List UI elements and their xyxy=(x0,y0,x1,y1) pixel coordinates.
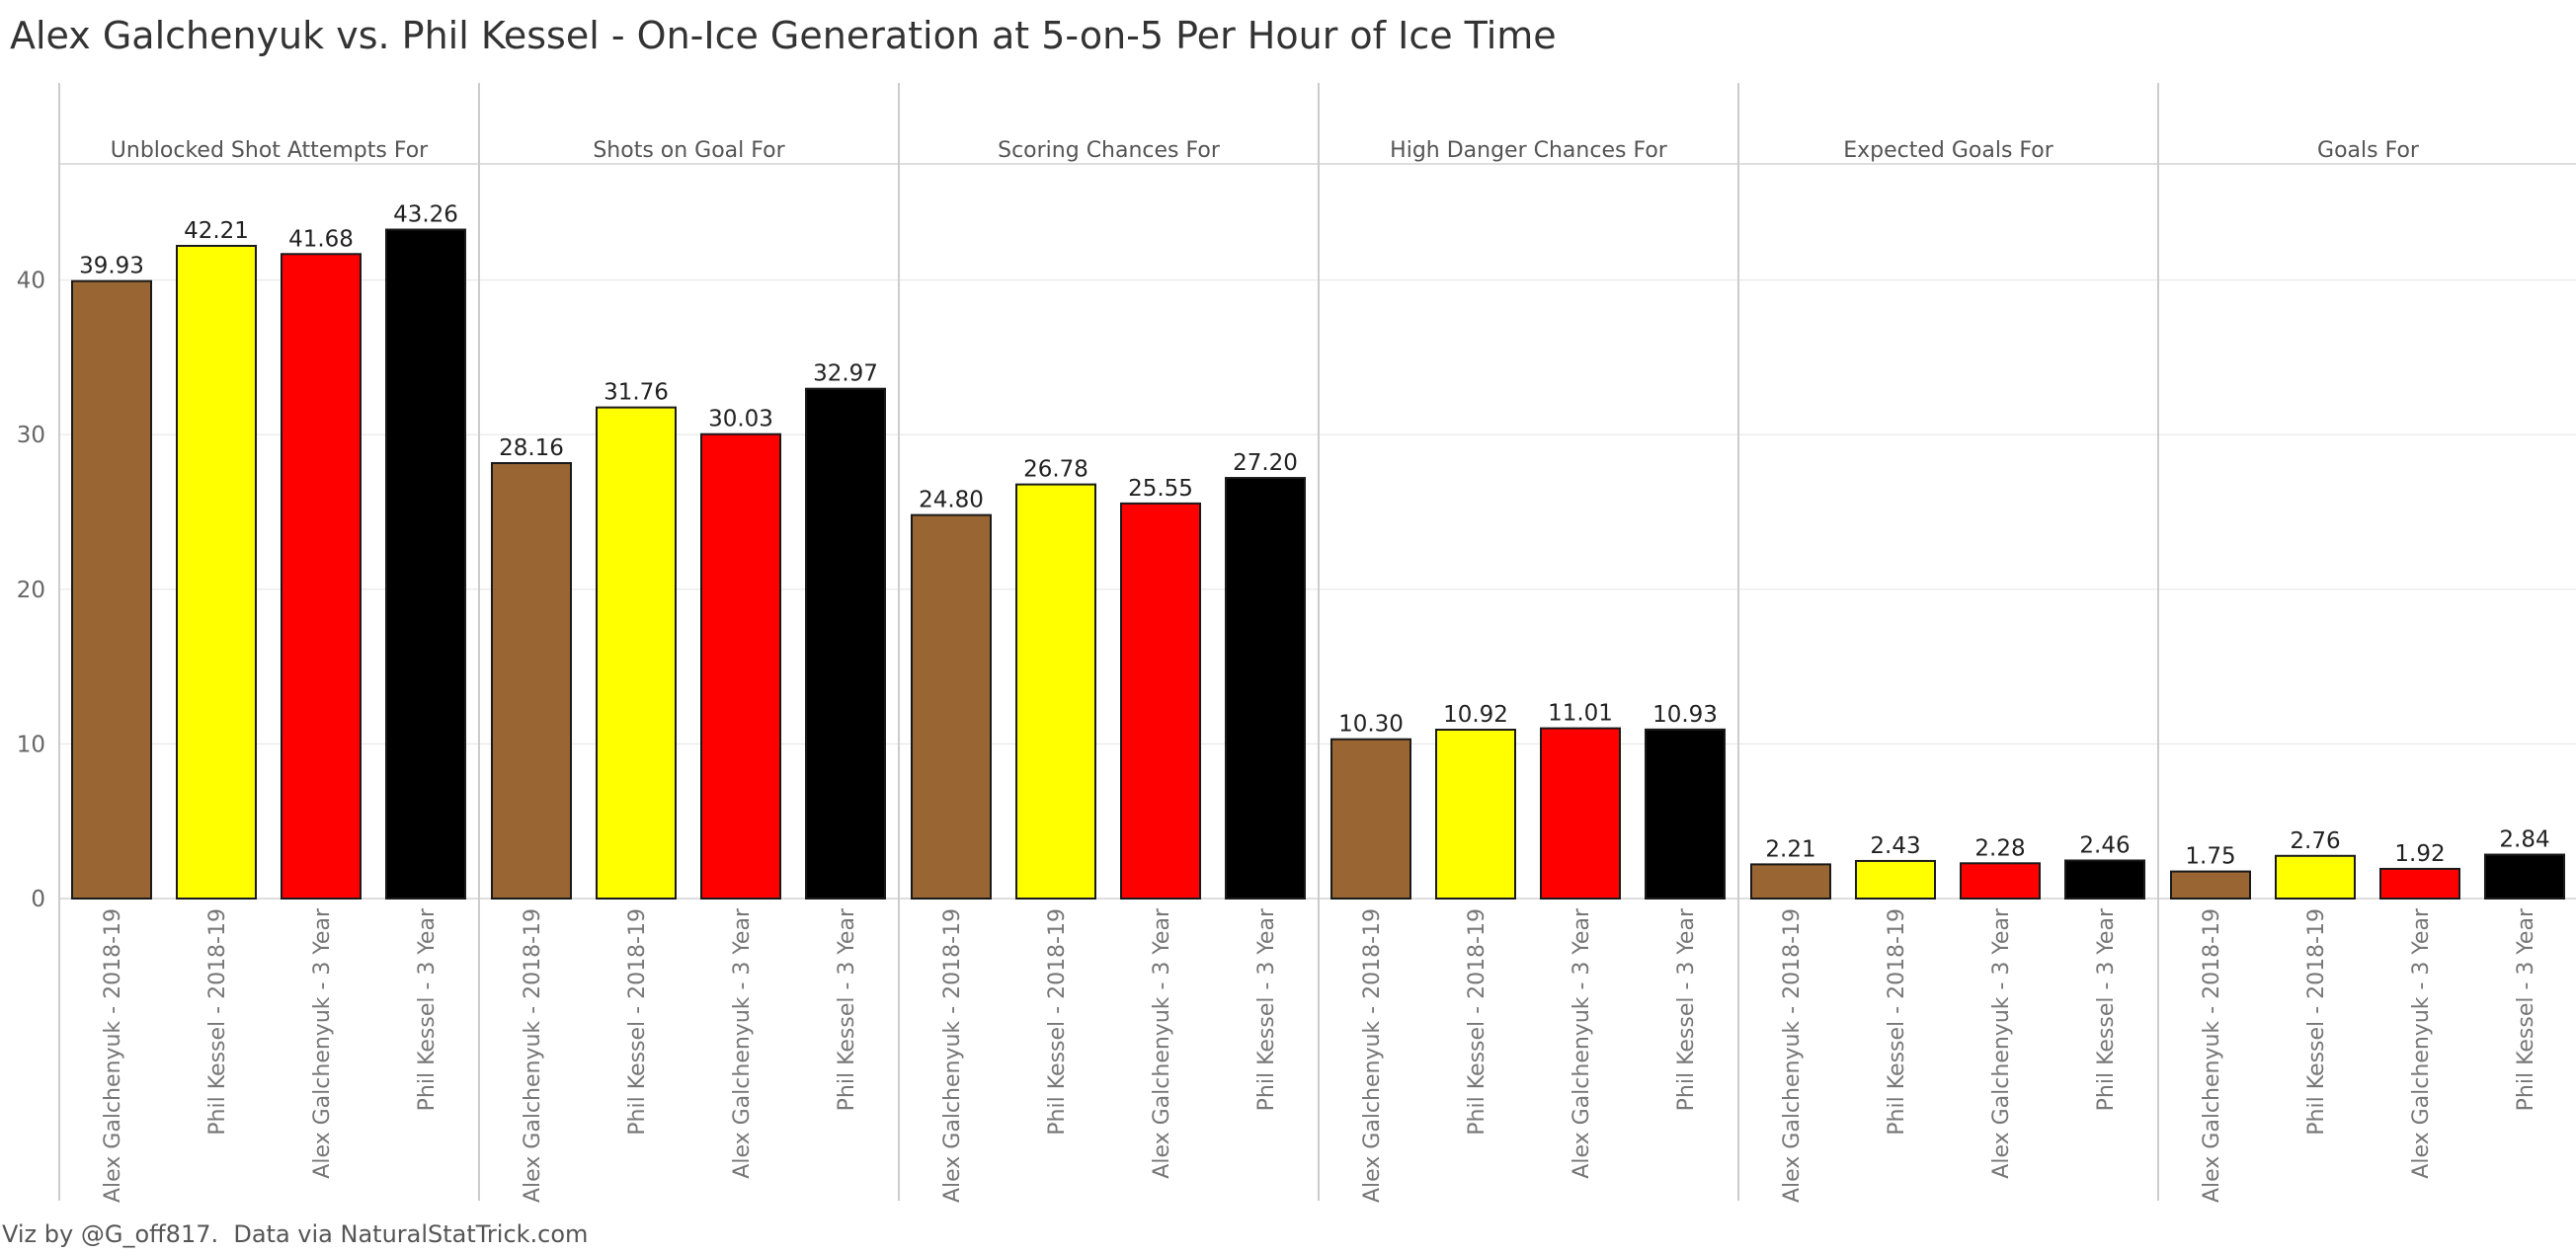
data-label: 43.26 xyxy=(393,202,458,228)
chart-plot: 0 10 20 30 40 Unblocked Shot Attempts For 39.9… xyxy=(17,83,2576,1203)
x-tick-label: Alex Galchenyuk - 2018-19 xyxy=(1360,908,1385,1203)
x-tick-label: Alex Galchenyuk - 2018-19 xyxy=(101,908,125,1203)
data-label: 31.76 xyxy=(604,380,669,406)
labels: 0 10 20 30 40 Unblocked Shot Attempts For 39.9… xyxy=(17,138,2550,1203)
data-label: 2.46 xyxy=(2079,832,2130,858)
panel-title: Expected Goals For xyxy=(1843,138,2054,163)
bar xyxy=(281,253,362,900)
x-tick-label: Phil Kessel - 3 Year xyxy=(835,907,859,1111)
x-tick-label: Alex Galchenyuk - 3 Year xyxy=(1989,907,2014,1179)
x-tick-label: Alex Galchenyuk - 3 Year xyxy=(1570,907,1594,1179)
data-label: 42.21 xyxy=(184,218,249,244)
bar xyxy=(805,387,886,900)
y-tick-label: 20 xyxy=(17,578,45,603)
data-label: 11.01 xyxy=(1548,701,1613,727)
x-tick-label: Alex Galchenyuk - 3 Year xyxy=(2409,907,2434,1179)
bar xyxy=(2379,867,2460,900)
panel-title: Unblocked Shot Attempts For xyxy=(111,138,429,163)
bar xyxy=(1330,738,1411,901)
bar xyxy=(596,406,677,900)
bar xyxy=(1435,728,1516,900)
bar xyxy=(700,432,781,900)
data-label: 26.78 xyxy=(1023,457,1088,483)
data-label: 27.20 xyxy=(1233,450,1298,476)
bar xyxy=(2484,853,2565,900)
bar xyxy=(176,244,257,900)
bar xyxy=(1120,502,1201,900)
bars xyxy=(71,228,2565,901)
data-label: 10.92 xyxy=(1443,702,1508,728)
data-label: 10.93 xyxy=(1652,702,1718,728)
chart-title: Alex Galchenyuk vs. Phil Kessel - On-Ice… xyxy=(10,14,1557,57)
y-tick-label: 40 xyxy=(17,269,45,294)
x-tick-label: Alex Galchenyuk - 3 Year xyxy=(1150,907,1174,1179)
footer-credit: Viz by @G_off817. Data via NaturalStatTr… xyxy=(2,1220,589,1248)
data-label: 39.93 xyxy=(79,254,144,279)
data-label: 28.16 xyxy=(499,435,564,461)
x-tick-label: Alex Galchenyuk - 2018-19 xyxy=(2200,908,2224,1203)
bar xyxy=(491,462,572,900)
bar xyxy=(911,513,992,901)
x-tick-label: Phil Kessel - 3 Year xyxy=(2514,907,2538,1111)
panel-frames xyxy=(58,83,2576,1201)
data-label: 30.03 xyxy=(708,407,773,432)
panel-title: Scoring Chances For xyxy=(998,138,1221,163)
bar xyxy=(2170,870,2251,900)
x-tick-label: Phil Kessel - 2018-19 xyxy=(625,908,650,1136)
x-tick-label: Phil Kessel - 2018-19 xyxy=(205,908,230,1136)
data-label: 2.76 xyxy=(2290,828,2340,854)
data-label: 1.92 xyxy=(2394,841,2445,867)
bar xyxy=(1015,483,1096,900)
bar xyxy=(385,228,466,900)
x-tick-label: Alex Galchenyuk - 3 Year xyxy=(310,907,335,1179)
x-tick-label: Alex Galchenyuk - 2018-19 xyxy=(1780,908,1805,1203)
x-tick-label: Phil Kessel - 3 Year xyxy=(1674,907,1699,1111)
x-tick-label: Phil Kessel - 2018-19 xyxy=(1045,908,1070,1136)
x-tick-label: Alex Galchenyuk - 2018-19 xyxy=(521,908,545,1203)
panel-title: Shots on Goal For xyxy=(593,138,785,163)
y-tick-label: 30 xyxy=(17,423,45,448)
x-tick-label: Phil Kessel - 2018-19 xyxy=(2304,908,2329,1136)
data-label: 1.75 xyxy=(2185,844,2235,870)
bar xyxy=(71,279,152,900)
x-tick-label: Phil Kessel - 2018-19 xyxy=(1465,908,1489,1136)
x-tick-label: Alex Galchenyuk - 2018-19 xyxy=(940,908,965,1203)
panel-title: Goals For xyxy=(2317,138,2420,163)
panel-title: High Danger Chances For xyxy=(1390,138,1668,163)
data-label: 2.43 xyxy=(1870,833,1920,859)
bar xyxy=(1960,862,2041,901)
data-label: 10.30 xyxy=(1338,712,1404,738)
bar xyxy=(1750,863,1831,901)
bar xyxy=(1540,727,1621,900)
data-label: 32.97 xyxy=(813,361,878,387)
data-label: 41.68 xyxy=(288,226,354,252)
x-tick-label: Phil Kessel - 2018-19 xyxy=(1885,908,1909,1136)
x-tick-label: Phil Kessel - 3 Year xyxy=(2094,907,2119,1111)
data-label: 2.21 xyxy=(1765,836,1815,862)
bar xyxy=(1645,728,1726,900)
bar xyxy=(1225,477,1306,900)
data-label: 24.80 xyxy=(919,488,984,513)
y-tick-label: 10 xyxy=(17,732,45,757)
bar xyxy=(2275,854,2356,900)
bar xyxy=(2064,859,2145,900)
x-tick-label: Phil Kessel - 3 Year xyxy=(415,907,440,1111)
bar xyxy=(1855,859,1936,901)
data-label: 25.55 xyxy=(1128,476,1193,502)
x-tick-label: Alex Galchenyuk - 3 Year xyxy=(730,907,755,1179)
data-label: 2.28 xyxy=(1974,835,2025,861)
x-tick-label: Phil Kessel - 3 Year xyxy=(1254,907,1279,1111)
data-label: 2.84 xyxy=(2499,827,2549,853)
y-tick-label: 0 xyxy=(31,887,45,912)
